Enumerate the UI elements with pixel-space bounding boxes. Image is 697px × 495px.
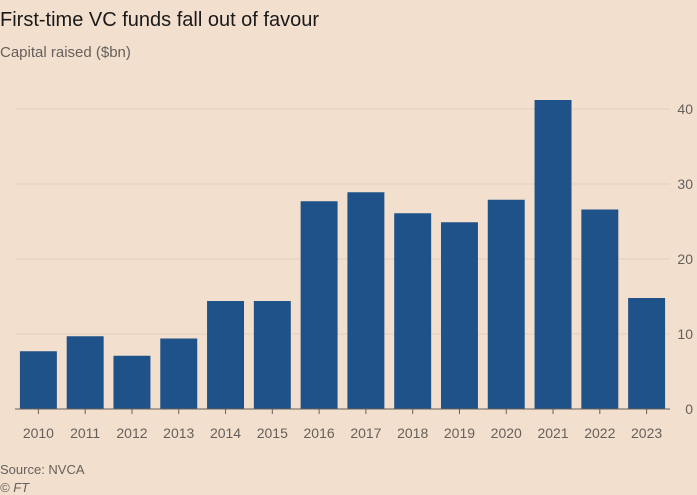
x-tick-label: 2016 — [304, 425, 335, 441]
x-tick-label: 2021 — [537, 425, 568, 441]
y-tick-label: 30 — [677, 176, 693, 192]
x-tick-label: 2023 — [631, 425, 662, 441]
bar-2012 — [113, 355, 151, 409]
y-tick-label: 0 — [685, 401, 693, 417]
x-tick-label: 2014 — [210, 425, 241, 441]
bar-2016 — [300, 201, 338, 409]
copyright-note: © FT — [0, 480, 30, 495]
x-tick-label: 2020 — [491, 425, 522, 441]
bar-2017 — [347, 192, 385, 409]
bar-2019 — [440, 222, 478, 409]
y-tick-label: 20 — [677, 251, 693, 267]
bar-2022 — [581, 209, 619, 409]
x-tick-label: 2019 — [444, 425, 475, 441]
bar-2010 — [19, 351, 57, 409]
bars — [19, 100, 666, 409]
source-note: Source: NVCA — [0, 462, 85, 477]
bar-2013 — [160, 338, 198, 409]
bar-2021 — [534, 100, 572, 409]
bar-2020 — [487, 199, 525, 409]
x-tick-label: 2018 — [397, 425, 428, 441]
y-tick-label: 10 — [677, 326, 693, 342]
bar-2023 — [628, 298, 666, 409]
x-tick-label: 2011 — [70, 425, 100, 441]
chart-subtitle: Capital raised ($bn) — [0, 44, 131, 61]
bar-2018 — [394, 213, 432, 409]
x-tick-label: 2012 — [116, 425, 147, 441]
x-tick-label: 2017 — [350, 425, 381, 441]
axes: 0 10 20 30 40 2010 2011 2012 2013 2014 2015 2016 201… — [15, 101, 693, 441]
x-tick-label: 2013 — [163, 425, 194, 441]
bar-2015 — [253, 301, 291, 409]
gridlines — [15, 108, 670, 335]
bar-2011 — [66, 336, 104, 409]
y-tick-label: 40 — [677, 101, 693, 117]
x-tick-label: 2015 — [257, 425, 288, 441]
chart-title: First-time VC funds fall out of favour — [0, 9, 320, 31]
bar-chart: 0 10 20 30 40 2010 2011 2012 2013 2014 2015 2016 201… — [15, 100, 693, 441]
x-tick-label: 2022 — [584, 425, 615, 441]
x-tick-label: 2010 — [23, 425, 54, 441]
bar-2014 — [207, 301, 245, 409]
